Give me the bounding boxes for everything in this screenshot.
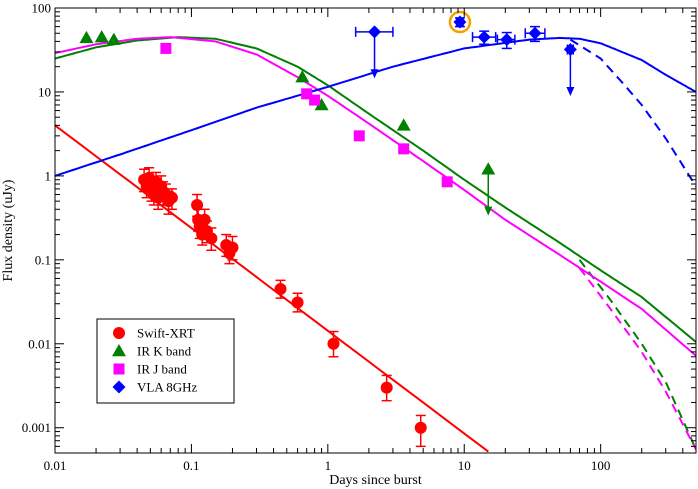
- ir-j-band-point-5: [441, 176, 453, 188]
- vla-8ghz-marker-5: [563, 43, 577, 57]
- x-tick-label-4: 100: [591, 458, 611, 473]
- swift-xrt-marker-16: [198, 213, 211, 226]
- legend-label-swift-xrt: Swift-XRT: [137, 326, 195, 341]
- ir-k-band-point-2: [106, 32, 121, 45]
- vla-8ghz-point-0: [354, 25, 394, 79]
- annotations: [448, 10, 472, 34]
- swift-xrt-point-18: [205, 227, 218, 252]
- x-tick-label-1: 0.1: [183, 458, 199, 473]
- ir-k-band-marker-5: [396, 118, 411, 131]
- ir-k-band-limit-arrow-6: [484, 206, 493, 216]
- ir-j-band-point-1: [301, 88, 313, 100]
- x-tick-label-2: 1: [325, 458, 332, 473]
- axis-ticks: 0.01 0.1 1 10 100 0.001 0.01 0.1 1 10 100: [22, 1, 697, 473]
- legend-marker-ir-k-band: [112, 344, 126, 357]
- vla-8ghz-marker-4: [528, 26, 542, 40]
- ir-j-band-point-2: [309, 94, 321, 106]
- swift-xrt-marker-11: [165, 191, 178, 204]
- ir-k-band-point-4: [314, 97, 329, 111]
- plot-frame: [54, 7, 697, 454]
- model-curve-ir-j-band-dashed: [578, 267, 696, 450]
- swift-xrt-point-11: [165, 188, 178, 211]
- x-axis-label: Days since burst: [329, 473, 422, 488]
- model-curve-ir-k-band-solid: [55, 36, 696, 343]
- ir-k-band-point-1: [94, 30, 109, 43]
- ir-j-band-marker-4: [398, 143, 410, 155]
- vla-8ghz-point-2: [471, 30, 497, 45]
- ir-j-band-marker-2: [309, 94, 321, 106]
- y-tick-label-2: 0.1: [35, 252, 51, 267]
- ir-k-band-marker-0: [79, 30, 94, 44]
- model-curve-vla-8ghz-dashed: [569, 38, 696, 187]
- model-curve-ir-k-band-dashed: [578, 259, 696, 450]
- vla-8ghz-limit-arrow-0: [370, 69, 379, 79]
- legend-marker-vla-8ghz: [112, 380, 126, 394]
- vla-8ghz-point-1: [453, 15, 467, 29]
- legend-label-vla-8ghz: VLA 8GHz: [137, 380, 198, 395]
- y-tick-label-3: 1: [45, 168, 52, 183]
- swift-xrt-marker-21: [226, 241, 239, 254]
- vla-8ghz-point-3: [496, 31, 516, 50]
- y-tick-label-0: 0.001: [22, 420, 51, 435]
- vla-8ghz-limit-arrow-5: [566, 86, 575, 96]
- y-tick-label-1: 0.01: [28, 336, 51, 351]
- legend-label-ir-k-band: IR K band: [137, 344, 192, 359]
- swift-xrt-point-24: [327, 330, 340, 358]
- legend: Swift-XRT IR K band IR J band VLA 8GHz: [96, 318, 235, 404]
- swift-xrt-marker-18: [205, 232, 218, 245]
- swift-xrt-point-25: [380, 374, 393, 402]
- swift-xrt-marker-26: [414, 421, 427, 434]
- legend-marker-ir-j-band: [113, 363, 125, 375]
- y-tick-label-4: 10: [38, 84, 51, 99]
- x-tick-label-0: 0.01: [44, 458, 67, 473]
- ir-k-band-point-6: [481, 162, 496, 216]
- ir-k-band-point-5: [396, 118, 411, 131]
- swift-xrt-marker-24: [327, 337, 340, 350]
- swift-xrt-point-23: [291, 292, 304, 313]
- ir-j-band-point-3: [353, 130, 365, 142]
- vla-8ghz-marker-1: [453, 15, 467, 29]
- y-tick-label-5: 100: [32, 1, 52, 16]
- data-points: [79, 15, 577, 448]
- ir-k-band-marker-3: [295, 70, 310, 83]
- ir-k-band-marker-6: [481, 162, 496, 175]
- ir-j-band-marker-0: [160, 42, 172, 54]
- ir-k-band-point-3: [295, 70, 310, 83]
- swift-xrt-point-22: [274, 279, 287, 299]
- swift-xrt-marker-25: [380, 381, 393, 394]
- ir-j-band-marker-5: [441, 176, 453, 188]
- swift-xrt-marker-23: [291, 296, 304, 309]
- vla-8ghz-point-4: [524, 25, 546, 43]
- ir-j-band-point-0: [160, 42, 172, 54]
- ir-j-band-marker-3: [353, 130, 365, 142]
- vla-8ghz-marker-0: [368, 25, 382, 39]
- legend-marker-swift-xrt: [113, 327, 125, 339]
- vla-8ghz-marker-3: [500, 33, 514, 47]
- swift-xrt-point-12: [191, 193, 204, 218]
- swift-xrt-marker-22: [274, 282, 287, 295]
- ir-k-band-marker-4: [314, 97, 329, 111]
- ir-j-band-marker-1: [301, 88, 313, 100]
- ir-k-band-marker-2: [106, 32, 121, 45]
- ir-k-band-point-0: [79, 30, 94, 44]
- vla-8ghz-point-5: [563, 43, 577, 96]
- x-tick-label-3: 10: [458, 458, 471, 473]
- swift-xrt-marker-12: [191, 199, 204, 212]
- legend-label-ir-j-band: IR J band: [137, 362, 187, 377]
- ir-k-band-marker-1: [94, 30, 109, 43]
- swift-xrt-point-26: [414, 414, 427, 448]
- ir-j-band-point-4: [398, 143, 410, 155]
- y-axis-label: Flux density (uJy): [1, 179, 16, 281]
- highlight-circle-0: [448, 10, 472, 34]
- model-curve-swift-xrt-solid: [55, 124, 489, 453]
- swift-xrt-point-21: [226, 235, 239, 261]
- vla-8ghz-marker-2: [477, 30, 491, 44]
